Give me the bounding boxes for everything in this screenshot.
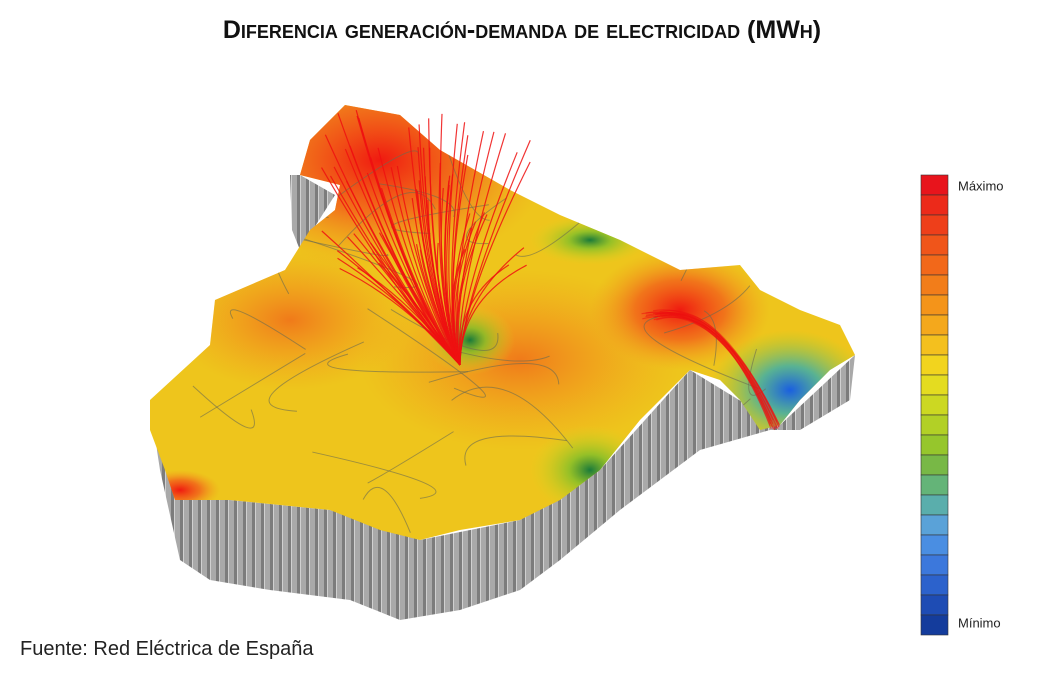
road	[229, 309, 306, 350]
map-walls	[290, 175, 335, 250]
scale-swatch	[920, 174, 949, 196]
flow-line	[424, 176, 461, 366]
scale-swatch	[920, 434, 949, 456]
flow-line	[444, 184, 461, 366]
flow-line	[458, 133, 507, 366]
road	[268, 341, 365, 412]
flow-line	[456, 212, 485, 366]
road	[466, 197, 507, 245]
map-walls	[150, 355, 855, 620]
legend-min-label: Mínimo	[958, 615, 1001, 630]
road	[200, 352, 306, 418]
scale-swatch	[920, 214, 949, 236]
scale-swatch	[920, 494, 949, 516]
scale-swatch	[920, 574, 949, 596]
scale-swatch	[920, 294, 949, 316]
road	[150, 178, 170, 219]
flow-lines	[321, 109, 781, 431]
scale-swatch	[920, 474, 949, 496]
scale-swatch	[920, 314, 949, 336]
scale-swatch	[920, 394, 949, 416]
flow-line	[645, 313, 774, 421]
scale-swatch	[920, 454, 949, 476]
road	[515, 218, 584, 257]
scale-swatch	[920, 194, 949, 216]
flow-line	[408, 127, 461, 366]
scale-swatch	[920, 274, 949, 296]
legend-max-label: Máximo	[958, 178, 1004, 193]
flow-line	[337, 113, 461, 366]
road	[464, 435, 567, 466]
road	[698, 105, 741, 132]
flow-line	[457, 131, 495, 366]
road	[643, 316, 759, 389]
source: Fuente: Red Eléctrica de España	[20, 638, 314, 660]
flow-line	[459, 247, 525, 366]
scale-swatch	[920, 374, 949, 396]
scale-swatch	[920, 254, 949, 276]
road	[338, 192, 436, 247]
road	[312, 451, 437, 499]
flow-line	[645, 314, 773, 428]
scale-swatch	[920, 554, 949, 576]
road	[451, 386, 574, 449]
road	[390, 309, 499, 352]
scale-swatch	[920, 334, 949, 356]
flow-line	[390, 167, 461, 366]
title: Diferencia generación-demanda de electri…	[222, 16, 822, 44]
road	[150, 318, 180, 366]
flow-line	[333, 166, 461, 366]
road	[192, 385, 255, 429]
road	[783, 208, 855, 243]
flow-line	[321, 230, 461, 366]
scale-swatch	[920, 514, 949, 536]
road	[172, 214, 208, 245]
color-scale	[920, 174, 949, 636]
flow-line	[355, 109, 461, 366]
road	[663, 285, 751, 334]
road	[445, 144, 490, 221]
road	[367, 431, 454, 484]
flow-line	[459, 152, 518, 366]
scale-swatch	[920, 614, 949, 636]
scale-swatch	[920, 534, 949, 556]
road	[150, 149, 216, 179]
road	[288, 236, 389, 257]
road	[327, 353, 468, 373]
road	[362, 487, 411, 533]
scale-swatch	[920, 234, 949, 256]
flow-line	[448, 123, 461, 366]
scale-swatch	[920, 414, 949, 436]
road	[732, 517, 773, 540]
road	[213, 176, 286, 246]
road	[367, 308, 486, 398]
scale-swatch	[920, 354, 949, 376]
road	[428, 363, 560, 385]
scale-swatch	[920, 594, 949, 616]
